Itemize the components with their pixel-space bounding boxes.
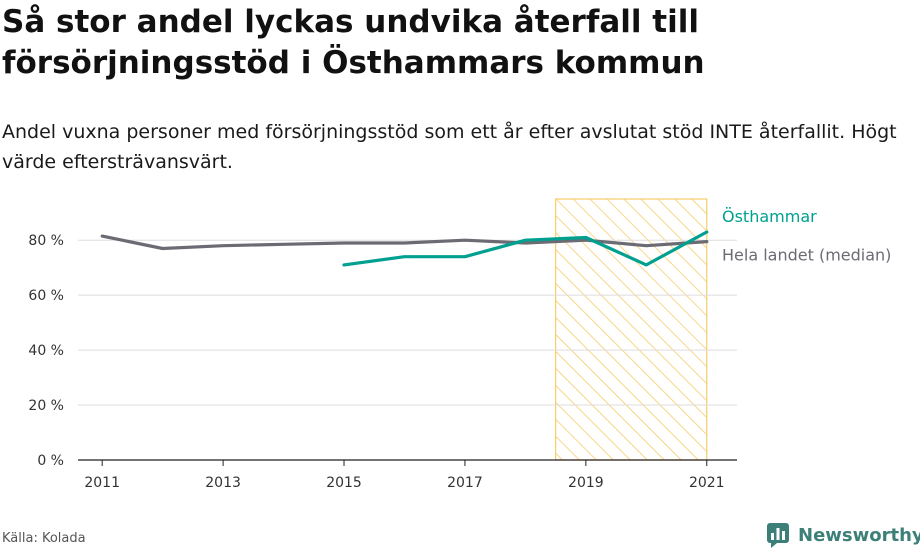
y-tick-label: 60 % bbox=[28, 288, 64, 304]
brand-logo: Newsworthy bbox=[766, 520, 920, 550]
brand-name: Newsworthy bbox=[798, 524, 920, 546]
y-tick-label: 80 % bbox=[28, 233, 64, 249]
newsworthy-logo-icon bbox=[767, 523, 789, 548]
series-line-hela-landet-median bbox=[100, 234, 709, 251]
y-tick-label: 20 % bbox=[28, 398, 64, 414]
x-tick-label: 2011 bbox=[84, 475, 120, 491]
chart-subtitle: Andel vuxna personer med försörjningsstö… bbox=[2, 121, 897, 173]
x-tick-label: 2013 bbox=[205, 475, 241, 491]
x-tick-label: 2017 bbox=[447, 475, 483, 491]
series-line-östhammar bbox=[342, 230, 709, 267]
y-tick-label: 40 % bbox=[28, 343, 64, 359]
y-tick-label: 0 % bbox=[37, 453, 64, 469]
chart-title: Så stor andel lyckas undvika återfall ti… bbox=[2, 4, 705, 81]
series-label: Hela landet (median) bbox=[722, 246, 891, 265]
series-label: Östhammar bbox=[722, 207, 817, 226]
source-note: Källa: Kolada bbox=[2, 531, 86, 546]
x-tick-label: 2019 bbox=[568, 475, 604, 491]
x-tick-label: 2021 bbox=[689, 475, 725, 491]
x-tick-label: 2015 bbox=[326, 475, 362, 491]
